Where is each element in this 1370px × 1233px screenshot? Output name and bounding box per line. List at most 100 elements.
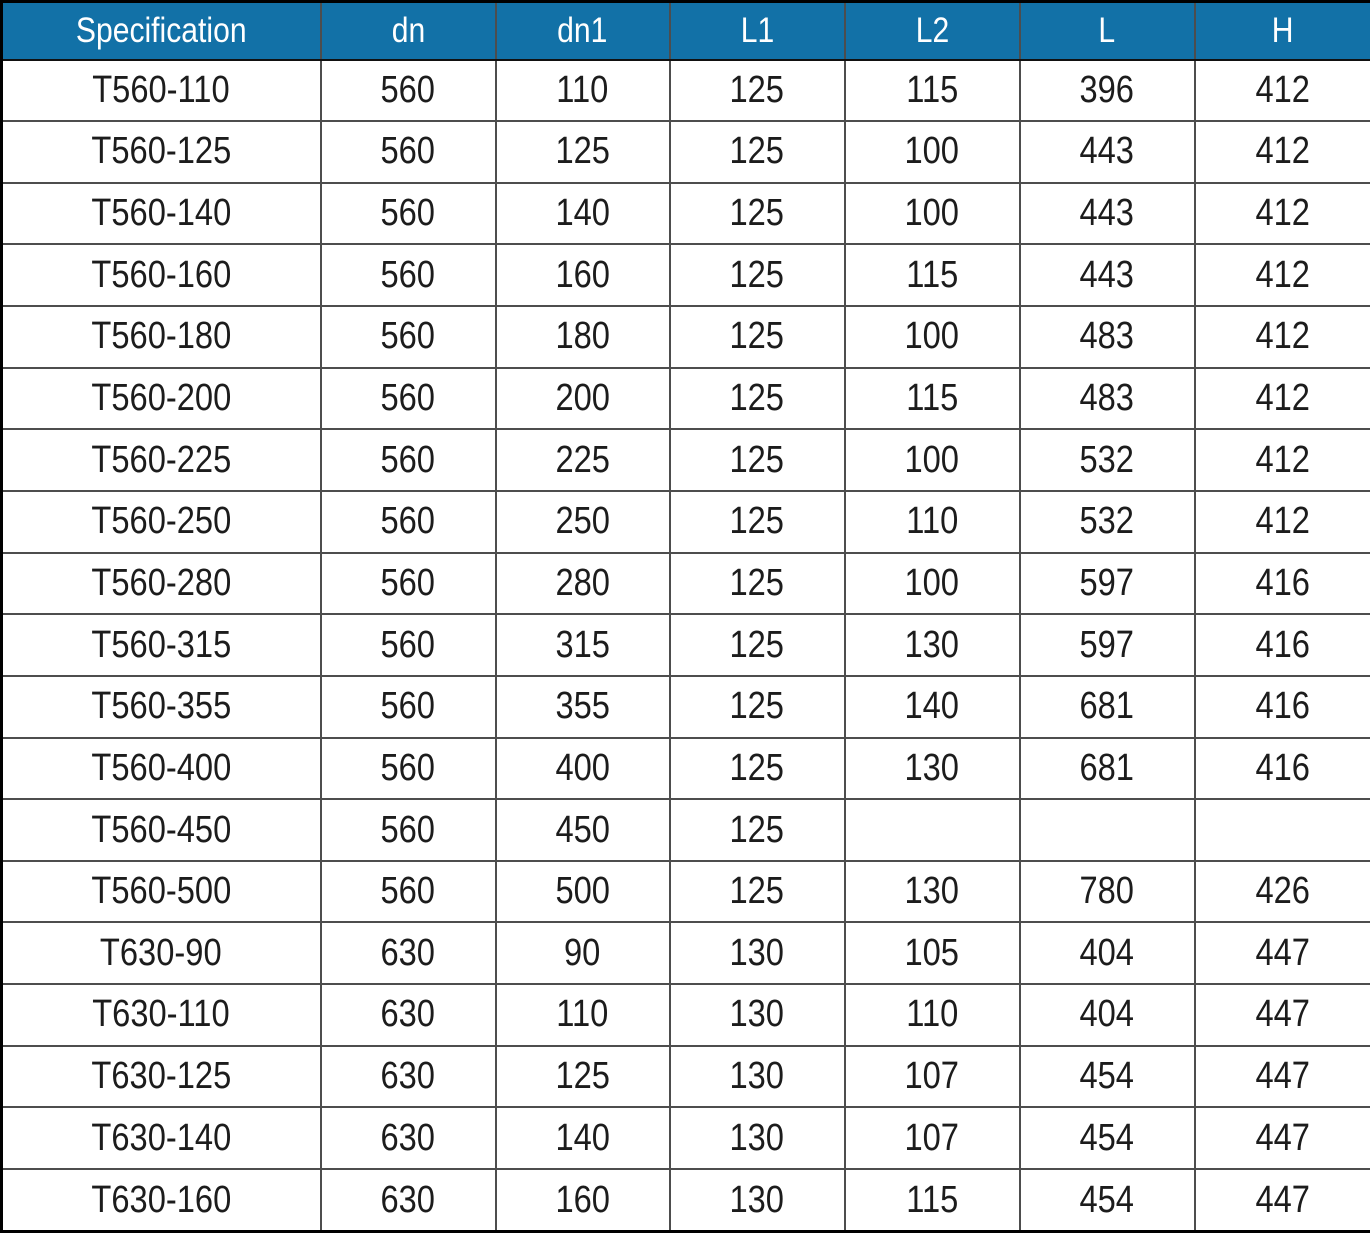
cell-value: T560-225 [91, 438, 232, 481]
cell-value: T560-180 [91, 315, 232, 358]
cell-value: 630 [380, 931, 436, 974]
cell-l2: 100 [843, 181, 1021, 246]
cell-l2: 100 [843, 305, 1021, 369]
cell-l2: 107 [843, 1106, 1021, 1171]
cell-l: 404 [1018, 983, 1196, 1047]
cell-l1: 130 [668, 1044, 846, 1109]
cell-value: 115 [905, 68, 959, 111]
cell-dn: 630 [319, 983, 497, 1047]
cell-dn: 560 [319, 305, 497, 369]
cell-l: 681 [1018, 674, 1196, 739]
cell-value: 110 [556, 68, 609, 111]
cell-value: 125 [729, 377, 785, 420]
cell-h: 447 [1193, 983, 1370, 1047]
table-row: T560-180 560 180 125 100 483 412 [0, 305, 1370, 369]
cell-value: 412 [1255, 68, 1311, 111]
cell-value: 416 [1255, 623, 1311, 666]
cell-l1: 125 [668, 859, 846, 924]
cell-specification: T630-125 [0, 1044, 322, 1109]
cell-dn1: 400 [494, 736, 671, 801]
cell-value: 125 [729, 130, 785, 173]
cell-value: T630-140 [91, 1116, 232, 1159]
cell-value: 140 [904, 685, 960, 728]
column-header-label: Specification [75, 10, 247, 50]
cell-value: 125 [729, 561, 785, 604]
cell-value: 125 [729, 500, 785, 543]
cell-dn1: 90 [494, 921, 671, 986]
cell-value: 483 [1079, 315, 1135, 358]
cell-l: 597 [1018, 551, 1196, 616]
cell-value: 130 [904, 746, 960, 789]
cell-specification: T560-400 [0, 736, 322, 801]
cell-l1: 130 [668, 921, 846, 986]
cell-value: 454 [1079, 1116, 1135, 1159]
table-row: T560-315 560 315 125 130 597 416 [0, 613, 1370, 677]
cell-l: 483 [1018, 366, 1196, 431]
table-row: T560-250 560 250 125 110 532 412 [0, 489, 1370, 554]
cell-value: 560 [380, 438, 436, 481]
cell-value: 447 [1255, 931, 1311, 974]
cell-h: 412 [1193, 366, 1370, 431]
column-header-l1: L1 [668, 0, 846, 61]
cell-l: 454 [1018, 1106, 1196, 1171]
cell-l1: 125 [668, 551, 846, 616]
cell-l2: 130 [843, 736, 1021, 801]
cell-dn: 560 [319, 798, 497, 862]
cell-value: T560-355 [91, 685, 232, 728]
cell-dn1: 180 [494, 305, 671, 369]
cell-value: 100 [904, 315, 960, 358]
cell-h: 412 [1193, 58, 1370, 123]
column-header-label: L [1098, 10, 1116, 50]
cell-dn1: 355 [494, 674, 671, 739]
cell-value: 560 [380, 192, 436, 235]
cell-value: 110 [556, 993, 609, 1036]
cell-value: 115 [905, 377, 959, 420]
cell-dn1: 125 [494, 120, 671, 184]
cell-dn: 630 [319, 1106, 497, 1171]
cell-value: 560 [380, 561, 436, 604]
column-header-dn1: dn1 [494, 0, 671, 61]
cell-dn1: 140 [494, 181, 671, 246]
cell-dn1: 315 [494, 613, 671, 677]
column-header-dn: dn [319, 0, 497, 61]
cell-value: 125 [729, 315, 785, 358]
cell-dn: 560 [319, 859, 497, 924]
cell-value: 630 [380, 1178, 436, 1221]
cell-dn1: 140 [494, 1106, 671, 1171]
cell-l: 404 [1018, 921, 1196, 986]
cell-value: 780 [1079, 870, 1135, 913]
cell-dn: 560 [319, 551, 497, 616]
cell-value: 597 [1079, 561, 1135, 604]
cell-dn: 560 [319, 613, 497, 677]
cell-value: T630-160 [91, 1178, 232, 1221]
cell-value: 160 [555, 1178, 610, 1221]
cell-l2: 130 [843, 859, 1021, 924]
cell-l2: 115 [843, 1168, 1021, 1233]
table-row: T630-110 630 110 130 110 404 447 [0, 983, 1370, 1047]
cell-l: 532 [1018, 489, 1196, 554]
cell-l2: 115 [843, 366, 1021, 431]
cell-value: 125 [729, 808, 785, 851]
cell-l: 454 [1018, 1168, 1196, 1233]
cell-l1: 125 [668, 798, 846, 862]
cell-l2: 100 [843, 551, 1021, 616]
table-row: T630-140 630 140 130 107 454 447 [0, 1106, 1370, 1171]
cell-specification: T560-110 [0, 58, 322, 123]
cell-h: 416 [1193, 736, 1370, 801]
cell-l1: 125 [668, 674, 846, 739]
cell-value: 447 [1255, 1178, 1311, 1221]
cell-h: 426 [1193, 859, 1370, 924]
cell-value: 110 [905, 993, 959, 1036]
cell-value: 532 [1079, 438, 1135, 481]
cell-value: 396 [1079, 68, 1135, 111]
cell-value: 560 [380, 68, 436, 111]
cell-specification: T560-250 [0, 489, 322, 554]
cell-l2 [843, 798, 1021, 862]
table-row: T630-90 630 90 130 105 404 447 [0, 921, 1370, 986]
cell-value: T560-250 [91, 500, 232, 543]
cell-value: 532 [1079, 500, 1135, 543]
cell-dn: 560 [319, 243, 497, 308]
cell-h: 447 [1193, 1044, 1370, 1109]
cell-value: 412 [1255, 315, 1311, 358]
table-row: T630-160 630 160 130 115 454 447 [0, 1168, 1370, 1233]
